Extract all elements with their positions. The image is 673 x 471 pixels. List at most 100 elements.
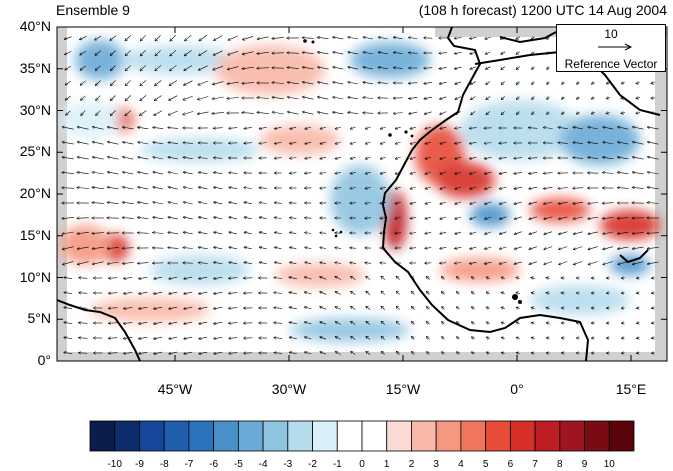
wind-vector	[424, 82, 433, 83]
wind-vector	[454, 38, 462, 39]
wind-vector	[529, 172, 538, 173]
wind-vector	[183, 202, 193, 205]
wind-vector	[229, 202, 238, 204]
wind-vector	[350, 172, 356, 173]
wind-vector	[289, 307, 297, 309]
wind-vector	[455, 157, 462, 159]
wind-vector	[153, 127, 164, 128]
wind-vector	[124, 292, 133, 293]
wind-vector	[471, 111, 476, 114]
wind-vector	[529, 158, 538, 159]
wind-vector	[138, 202, 149, 205]
wind-vector	[457, 277, 460, 280]
wind-vector	[350, 248, 357, 249]
wind-vector	[259, 143, 267, 144]
wind-vector	[153, 157, 164, 160]
colorbar-cell	[386, 420, 412, 452]
wind-vector	[412, 337, 415, 340]
wind-vector	[532, 66, 535, 70]
wind-vector	[647, 233, 659, 234]
wind-vector	[228, 66, 239, 70]
wind-vector	[305, 352, 312, 355]
wind-vector	[80, 50, 87, 55]
wind-vector	[139, 337, 148, 338]
wind-vector	[257, 52, 269, 53]
wind-vector	[647, 127, 659, 130]
wind-vector	[305, 322, 312, 325]
wind-vector	[440, 217, 447, 219]
wind-vector	[123, 262, 134, 263]
wind-vector	[64, 352, 73, 353]
wind-vector	[125, 110, 132, 116]
wind-vector	[501, 111, 505, 115]
wind-vector	[350, 263, 357, 264]
wind-vector	[168, 217, 178, 220]
wind-vector	[124, 307, 133, 308]
wind-vector	[440, 247, 447, 248]
wind-vector	[257, 68, 270, 69]
wind-vector	[169, 336, 178, 339]
wind-vector	[168, 232, 179, 233]
wind-vector	[108, 157, 119, 160]
latitude-label: 35°N	[19, 59, 51, 76]
wind-vector	[425, 248, 432, 249]
wind-vector	[168, 157, 178, 160]
wind-vector	[457, 292, 460, 295]
wind-vector	[648, 142, 659, 145]
colorbar-cell	[139, 420, 165, 452]
longitude-label: 45°W	[157, 381, 193, 397]
wind-vector	[592, 82, 595, 84]
wind-vector	[62, 157, 74, 160]
wind-vector	[214, 187, 223, 189]
wind-vector	[470, 37, 477, 38]
wind-vector	[123, 187, 134, 190]
wind-vector	[562, 112, 565, 114]
wind-vector	[531, 323, 535, 324]
wind-vector	[274, 323, 283, 324]
wind-vector	[110, 110, 116, 116]
wind-vector	[290, 247, 297, 248]
wind-vector	[365, 263, 372, 264]
colorbar-cell	[262, 420, 289, 452]
wind-vector	[517, 96, 520, 100]
wind-vector	[183, 248, 193, 249]
wind-vector	[168, 187, 178, 190]
wind-vector	[242, 66, 254, 69]
colorbar-cell	[237, 420, 264, 452]
wind-vector	[79, 293, 88, 294]
wind-vector	[274, 203, 282, 204]
wind-vector	[318, 67, 329, 70]
wind-vector	[559, 246, 568, 250]
wind-vector	[395, 187, 401, 189]
wind-vector	[214, 322, 223, 323]
wind-vector	[305, 337, 312, 340]
wind-vector	[547, 67, 549, 70]
wind-vector	[169, 321, 178, 324]
wind-vector	[455, 96, 462, 100]
wind-vector	[93, 142, 104, 145]
colorbar-cell	[287, 420, 313, 452]
wind-vector	[409, 97, 418, 98]
wind-vector	[442, 352, 445, 354]
wind-vector	[62, 142, 74, 145]
wind-vector	[633, 261, 644, 265]
wind-vector	[242, 51, 254, 55]
wind-vector	[125, 65, 131, 70]
wind-vector	[485, 51, 491, 54]
wind-vector	[455, 186, 462, 189]
wind-vector	[275, 142, 282, 143]
wind-vector	[499, 186, 507, 189]
wind-vector	[348, 97, 359, 100]
wind-vector	[227, 81, 239, 84]
wind-vector	[65, 51, 72, 54]
wind-vector	[320, 142, 326, 144]
wind-vector	[92, 203, 104, 204]
longitude-label: 15°E	[615, 381, 647, 397]
wind-vector	[366, 306, 371, 310]
wind-vector	[288, 112, 299, 115]
wind-vector	[559, 231, 568, 235]
wind-vector	[229, 278, 238, 279]
wind-vector	[63, 261, 74, 264]
wind-vector	[198, 158, 208, 159]
